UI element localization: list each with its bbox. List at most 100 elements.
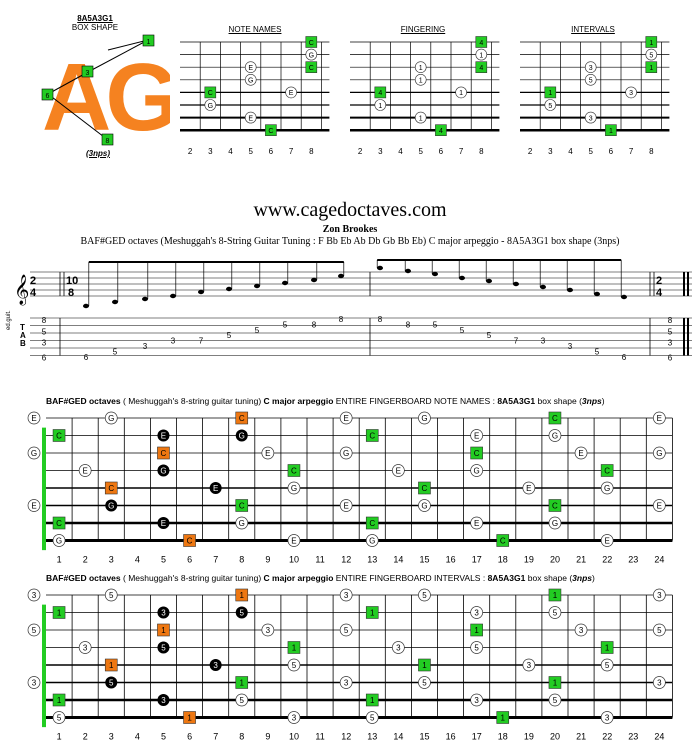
note-circle — [418, 411, 431, 425]
note-label: 3 — [83, 644, 88, 653]
note-label: C — [187, 537, 193, 546]
note-label: C — [604, 467, 610, 476]
note-circle — [287, 534, 301, 547]
note-box — [496, 711, 510, 724]
note-circle — [27, 676, 41, 689]
tab-left-number: 5 — [42, 327, 47, 336]
fret-number: 10 — [289, 555, 299, 565]
note-label: 5 — [240, 609, 245, 618]
note-label: G — [31, 449, 37, 458]
fret-number: 20 — [550, 732, 560, 742]
note-circle — [418, 676, 431, 689]
note-circle — [600, 534, 614, 547]
tab-note: 5 — [113, 347, 118, 356]
note-circle — [261, 623, 275, 637]
fret-number: 12 — [341, 555, 351, 565]
note-label: E — [396, 467, 401, 476]
note-label: 3 — [579, 626, 584, 635]
note-label: 3 — [527, 661, 532, 670]
note-dot — [157, 606, 170, 619]
fret-number: 11 — [315, 732, 324, 742]
tab-note: 3 — [541, 337, 546, 346]
note-circle — [470, 429, 483, 442]
tab-left-number: 3 — [42, 339, 47, 348]
note-box — [104, 658, 118, 672]
note-box — [600, 464, 614, 477]
note-label: 1 — [109, 661, 114, 670]
note-circle — [365, 534, 379, 547]
note-label: 1 — [553, 679, 558, 688]
mini-note-label: E — [289, 90, 294, 97]
note-label: 1 — [240, 591, 245, 600]
note-circle — [522, 481, 536, 495]
mini-fret-number: 5 — [248, 147, 253, 156]
mini-note-label: 3 — [629, 90, 633, 97]
time-sig: 10 — [66, 275, 78, 287]
note-label: 5 — [474, 644, 479, 653]
tab-note: 5 — [487, 331, 492, 340]
note-box — [287, 641, 301, 654]
staff-note — [198, 289, 204, 295]
note-label: 1 — [57, 609, 62, 618]
board2-title: BAF#GED octaves ( Meshuggah's 8-string g… — [46, 573, 595, 583]
mini-note-circle — [414, 74, 427, 86]
mini-note-box — [475, 36, 488, 48]
nut-bar — [42, 604, 46, 728]
note-box — [470, 623, 483, 637]
note-dot — [157, 464, 170, 477]
staff-note — [112, 299, 118, 305]
staff-note — [459, 275, 465, 281]
tab-right-number: 6 — [668, 354, 673, 363]
fret-number: 3 — [109, 555, 114, 565]
note-label: C — [474, 449, 480, 458]
fret-number: 15 — [419, 555, 429, 565]
tab-clef: T — [20, 323, 25, 332]
fret-number: 14 — [393, 732, 403, 742]
mini-note-label: 1 — [419, 115, 423, 122]
note-box — [235, 411, 249, 425]
mini-note-box — [605, 124, 617, 136]
mini-note-circle — [244, 111, 257, 124]
note-dot — [157, 517, 170, 529]
note-circle — [470, 516, 483, 530]
note-label: 1 — [370, 696, 375, 705]
note-label: G — [604, 484, 610, 493]
note-box — [183, 534, 196, 547]
mini-note-box — [305, 36, 318, 48]
fret-number: 3 — [109, 732, 114, 742]
svg-text:1: 1 — [147, 39, 151, 46]
tab-clef: B — [20, 339, 26, 348]
tab-note: 7 — [514, 337, 519, 346]
fret-number: 24 — [654, 732, 664, 742]
fret-number: 5 — [161, 555, 166, 565]
note-label: E — [343, 502, 348, 511]
note-circle — [652, 446, 666, 460]
note-circle — [235, 693, 249, 707]
fret-number: 1 — [57, 555, 62, 565]
note-box — [235, 588, 249, 602]
tab-note: 5 — [433, 320, 438, 329]
note-box — [548, 588, 562, 602]
fret-number: 24 — [654, 555, 664, 565]
note-label: G — [656, 449, 662, 458]
time-sig: 2 — [30, 275, 36, 287]
fret-number: 1 — [57, 732, 62, 742]
time-sig: 2 — [656, 275, 662, 287]
note-label: 5 — [292, 661, 297, 670]
tab-right-number: 5 — [668, 327, 673, 336]
tab-note: 8 — [312, 320, 317, 329]
note-box — [365, 693, 379, 707]
mini-note-box — [204, 86, 217, 99]
mini-note-circle — [204, 99, 217, 111]
note-label: C — [552, 414, 558, 423]
note-label: 1 — [57, 696, 62, 705]
fret-number: 11 — [315, 555, 324, 565]
note-box — [418, 481, 431, 495]
badge-1 — [142, 34, 155, 47]
mini-note-circle — [584, 61, 597, 73]
note-label: 1 — [605, 644, 610, 653]
tab-note: 7 — [199, 337, 204, 346]
mini-note-label: 1 — [649, 40, 653, 47]
